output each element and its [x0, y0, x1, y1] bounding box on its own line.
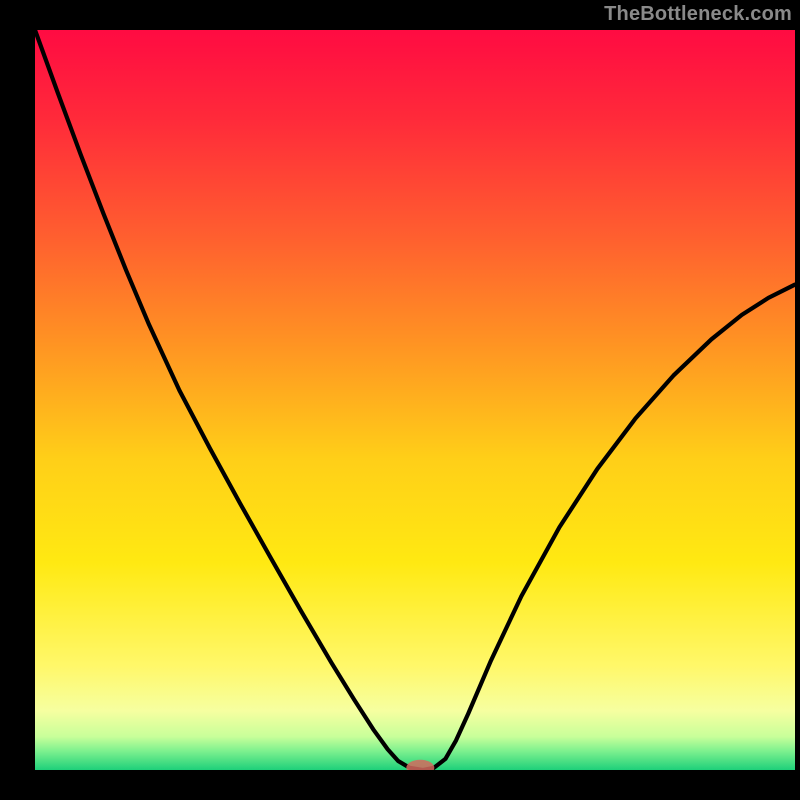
- watermark-label: TheBottleneck.com: [604, 3, 792, 26]
- gradient-background: [35, 30, 795, 770]
- chart-canvas: TheBottleneck.com: [0, 0, 800, 800]
- border-bottom: [0, 770, 800, 800]
- bottleneck-chart: [0, 0, 800, 800]
- border-left: [0, 0, 35, 800]
- border-right: [795, 0, 800, 800]
